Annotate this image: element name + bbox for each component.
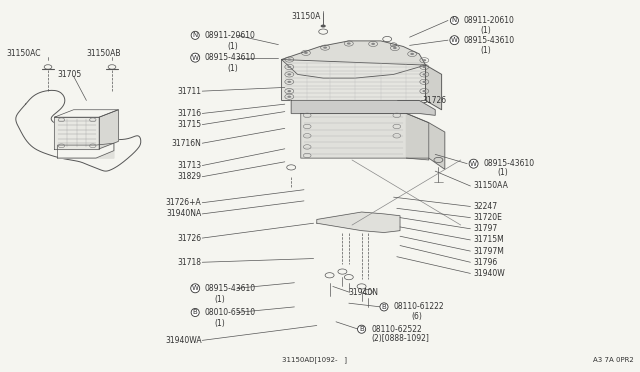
- Circle shape: [347, 42, 351, 45]
- Polygon shape: [282, 60, 426, 100]
- Text: 32247: 32247: [474, 202, 498, 211]
- Polygon shape: [406, 113, 445, 169]
- Text: 31716N: 31716N: [172, 139, 202, 148]
- Polygon shape: [99, 110, 118, 149]
- Circle shape: [422, 81, 426, 83]
- Text: 08911-20610: 08911-20610: [205, 31, 255, 40]
- Text: 31720E: 31720E: [474, 213, 502, 222]
- Text: 31797M: 31797M: [474, 247, 504, 256]
- Text: 31726+A: 31726+A: [166, 198, 202, 207]
- Polygon shape: [291, 100, 435, 115]
- Circle shape: [287, 58, 291, 61]
- Text: 08915-43610: 08915-43610: [205, 284, 256, 293]
- Polygon shape: [58, 143, 114, 158]
- Text: 31726: 31726: [177, 234, 202, 243]
- Circle shape: [371, 43, 375, 45]
- Text: B: B: [193, 310, 198, 315]
- Circle shape: [422, 90, 426, 92]
- Circle shape: [287, 90, 291, 92]
- Text: W: W: [470, 161, 477, 167]
- Text: 08911-20610: 08911-20610: [464, 16, 515, 25]
- Text: (1): (1): [480, 26, 491, 35]
- Text: 31711: 31711: [178, 87, 202, 96]
- Text: 31716: 31716: [177, 109, 202, 118]
- Circle shape: [287, 96, 291, 98]
- Text: 31705: 31705: [58, 70, 82, 79]
- Text: (6): (6): [412, 312, 422, 321]
- Circle shape: [304, 52, 308, 54]
- Circle shape: [287, 73, 291, 76]
- Text: 31150A: 31150A: [291, 12, 321, 21]
- Text: 31940WA: 31940WA: [165, 336, 202, 345]
- Circle shape: [287, 66, 291, 68]
- Text: (1): (1): [214, 295, 225, 304]
- Polygon shape: [282, 41, 426, 78]
- Text: (1): (1): [480, 46, 491, 55]
- Circle shape: [422, 59, 426, 61]
- Text: 08915-43610: 08915-43610: [205, 53, 256, 62]
- Circle shape: [422, 66, 426, 68]
- Text: N: N: [452, 17, 457, 23]
- Text: 31940N: 31940N: [349, 288, 379, 296]
- Text: 31829: 31829: [178, 172, 202, 181]
- Circle shape: [323, 46, 327, 49]
- Text: (1): (1): [227, 42, 238, 51]
- Text: 08110-61222: 08110-61222: [394, 302, 444, 311]
- Polygon shape: [301, 113, 429, 160]
- Text: 08110-62522: 08110-62522: [371, 325, 422, 334]
- Text: 31713: 31713: [177, 161, 202, 170]
- Text: 31150AB: 31150AB: [86, 49, 121, 58]
- Text: B: B: [381, 304, 387, 310]
- Text: W: W: [192, 285, 198, 291]
- Polygon shape: [317, 212, 400, 232]
- Text: 31726: 31726: [422, 96, 447, 105]
- Text: (1): (1): [227, 64, 238, 73]
- Text: 31940W: 31940W: [474, 269, 506, 278]
- Circle shape: [393, 47, 397, 49]
- Circle shape: [321, 25, 326, 28]
- Polygon shape: [426, 65, 442, 110]
- Text: 08915-43610: 08915-43610: [483, 159, 534, 168]
- Text: 08915-43610: 08915-43610: [464, 36, 515, 45]
- Text: 31150AC: 31150AC: [6, 49, 41, 58]
- Text: 31150AA: 31150AA: [474, 182, 508, 190]
- Circle shape: [410, 53, 414, 55]
- Text: 31940NA: 31940NA: [166, 209, 202, 218]
- Text: B: B: [359, 326, 364, 332]
- Text: 31718: 31718: [178, 258, 202, 267]
- Text: 31797: 31797: [474, 224, 498, 233]
- Text: 08010-65510: 08010-65510: [205, 308, 256, 317]
- Text: 31796: 31796: [474, 258, 498, 267]
- Text: (1): (1): [214, 319, 225, 328]
- Text: A3 7A 0PR2: A3 7A 0PR2: [593, 357, 634, 363]
- Polygon shape: [54, 117, 99, 149]
- Text: (1): (1): [497, 169, 508, 177]
- Text: 31150AD[1092-   ]: 31150AD[1092- ]: [282, 356, 347, 363]
- Text: 31715: 31715: [177, 120, 202, 129]
- Text: N: N: [193, 32, 198, 38]
- Text: 31715M: 31715M: [474, 235, 504, 244]
- Text: W: W: [192, 55, 198, 61]
- Text: W: W: [451, 37, 458, 43]
- Text: (2)[0888-1092]: (2)[0888-1092]: [371, 334, 429, 343]
- Circle shape: [422, 73, 426, 76]
- Circle shape: [287, 81, 291, 83]
